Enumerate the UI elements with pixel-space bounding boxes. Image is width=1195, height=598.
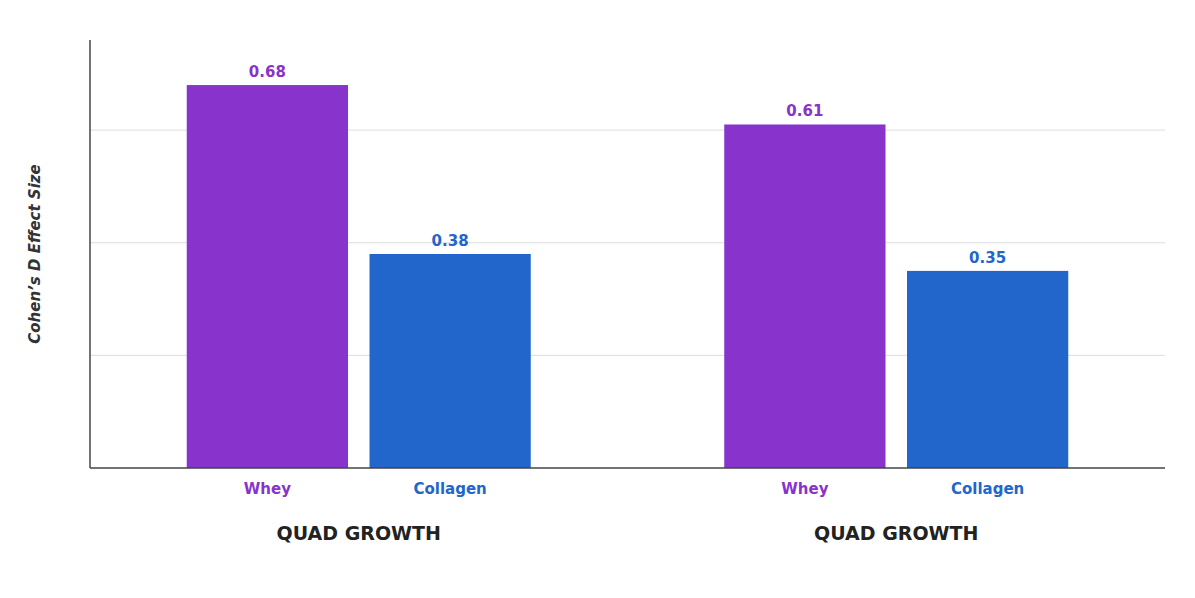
data-label: 0.38 xyxy=(432,232,469,250)
data-label: 0.68 xyxy=(249,63,286,81)
y-axis-line xyxy=(89,40,91,468)
bar xyxy=(907,271,1068,468)
y-axis-label: Cohen’s D Effect Size xyxy=(26,164,44,343)
bars xyxy=(187,85,1069,468)
category-label: QUAD GROWTH xyxy=(277,522,441,544)
bar-name-label: Collagen xyxy=(413,480,486,498)
data-label: 0.35 xyxy=(969,249,1006,267)
bar xyxy=(724,124,885,468)
chart: 0.68 Whey 0.61 Whey 0.38 Collagen 0.35 Collagen… xyxy=(0,0,1195,598)
data-label: 0.61 xyxy=(786,102,823,120)
labels: 0.68 Whey 0.61 Whey 0.38 Collagen 0.35 Collagen… xyxy=(244,63,1025,544)
bar xyxy=(370,254,531,468)
chart-container: 0.68 Whey 0.61 Whey 0.38 Collagen 0.35 Collagen… xyxy=(0,0,1195,598)
bar-name-label: Whey xyxy=(781,480,828,498)
category-label: QUAD GROWTH xyxy=(814,522,978,544)
bar xyxy=(187,85,348,468)
bar-name-label: Collagen xyxy=(951,480,1024,498)
bar-name-label: Whey xyxy=(244,480,291,498)
x-axis-line xyxy=(90,467,1165,469)
